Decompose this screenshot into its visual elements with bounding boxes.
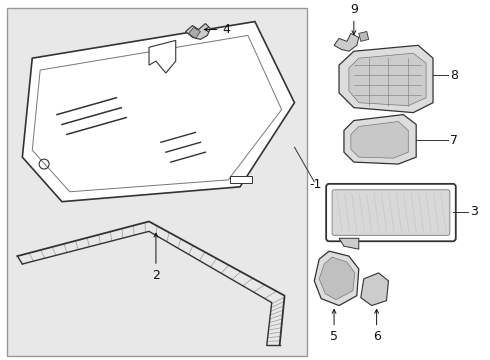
Polygon shape xyxy=(23,22,294,202)
FancyBboxPatch shape xyxy=(6,8,307,356)
Text: -1: -1 xyxy=(309,178,322,192)
Polygon shape xyxy=(314,251,359,306)
Polygon shape xyxy=(359,31,368,41)
Polygon shape xyxy=(339,45,433,113)
FancyBboxPatch shape xyxy=(317,4,488,360)
Text: 7: 7 xyxy=(450,134,458,147)
Text: 4: 4 xyxy=(204,23,230,36)
FancyBboxPatch shape xyxy=(326,184,456,241)
FancyBboxPatch shape xyxy=(332,190,450,235)
Text: 3: 3 xyxy=(469,205,477,218)
Polygon shape xyxy=(339,238,359,249)
Polygon shape xyxy=(186,23,210,39)
Bar xyxy=(230,176,252,183)
Text: 9: 9 xyxy=(350,3,358,35)
Polygon shape xyxy=(319,257,355,300)
Text: 8: 8 xyxy=(450,68,458,81)
Polygon shape xyxy=(349,53,426,106)
Text: 6: 6 xyxy=(373,310,381,343)
Polygon shape xyxy=(351,122,408,158)
Polygon shape xyxy=(334,33,359,51)
Polygon shape xyxy=(149,40,176,73)
Text: 5: 5 xyxy=(330,310,338,343)
Polygon shape xyxy=(361,273,389,306)
Text: 2: 2 xyxy=(152,233,160,282)
Polygon shape xyxy=(344,114,416,164)
Polygon shape xyxy=(189,27,200,39)
